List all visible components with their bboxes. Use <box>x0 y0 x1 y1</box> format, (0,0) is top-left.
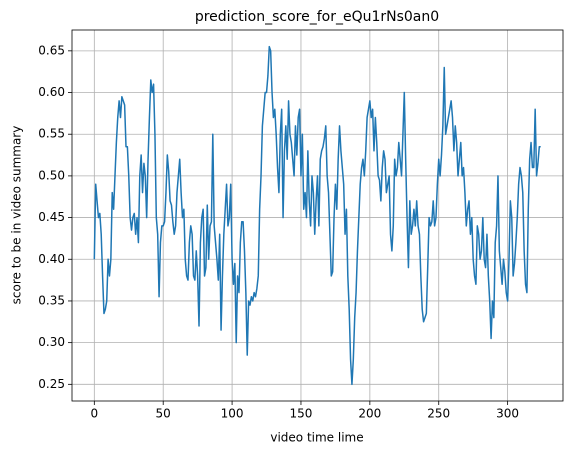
y-tick-label: 0.30 <box>38 335 65 349</box>
x-tick-label: 250 <box>427 407 450 421</box>
x-tick-label: 100 <box>221 407 244 421</box>
axes-frame <box>71 29 564 402</box>
y-tick-label: 0.25 <box>38 377 65 391</box>
data-line <box>93 45 541 386</box>
y-tick-label: 0.55 <box>38 127 65 141</box>
y-tick-label: 0.45 <box>38 210 65 224</box>
plot-area <box>93 45 541 386</box>
y-axis-label: score to be in video summary <box>10 126 24 305</box>
y-tick-label: 0.50 <box>38 168 65 182</box>
y-tick-label: 0.40 <box>38 252 65 266</box>
x-tick-label: 50 <box>156 407 171 421</box>
chart-title: prediction_score_for_eQu1rNs0an0 <box>195 9 439 25</box>
x-axis-label: video time lime <box>270 431 363 445</box>
x-tick-label: 300 <box>496 407 519 421</box>
x-tick-label: 0 <box>90 407 98 421</box>
x-tick-label: 150 <box>290 407 313 421</box>
x-tick-label: 200 <box>358 407 381 421</box>
y-tick-label: 0.60 <box>38 85 65 99</box>
y-tick-label: 0.35 <box>38 293 65 307</box>
y-tick-label: 0.65 <box>38 43 65 57</box>
